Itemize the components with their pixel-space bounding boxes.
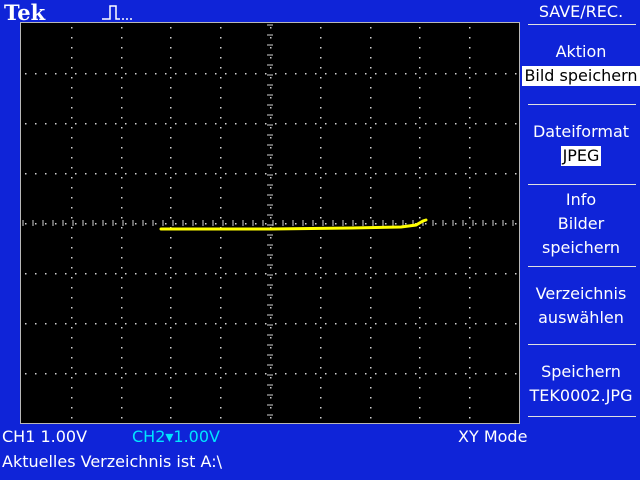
ch1-scale-readout: CH1 1.00V xyxy=(2,427,88,446)
info-line-1: Info xyxy=(565,190,597,209)
menu-item-verzeichnis-auswaehlen[interactable]: Verzeichnis auswählen xyxy=(522,282,640,330)
xy-trace xyxy=(159,218,428,231)
menu-divider xyxy=(528,344,636,345)
aktion-label: Aktion xyxy=(555,42,607,61)
menu-item-info-bilder-speichern[interactable]: Info Bilder speichern xyxy=(522,188,640,260)
menu-item-aktion[interactable]: Aktion Bild speichern xyxy=(522,40,640,88)
menu-divider xyxy=(528,416,636,417)
dateiformat-value: JPEG xyxy=(560,146,602,166)
menu-divider xyxy=(528,266,636,267)
menu-title: SAVE/REC. xyxy=(538,2,624,21)
speichern-line-2: TEK0002.JPG xyxy=(529,386,633,405)
side-menu: SAVE/REC. Aktion Bild speichern Dateifor… xyxy=(522,0,640,424)
dateiformat-label: Dateiformat xyxy=(532,122,630,141)
verzeichnis-line-2: auswählen xyxy=(538,308,624,327)
status-message: Aktuelles Verzeichnis ist A:\ xyxy=(2,452,222,471)
menu-divider xyxy=(528,24,636,25)
menu-divider xyxy=(528,104,636,105)
brand-logo: Tek xyxy=(4,0,46,25)
speichern-line-1: Speichern xyxy=(541,362,621,381)
ch2-scale-readout: CH2▾1.00V xyxy=(132,427,220,446)
menu-item-speichern[interactable]: Speichern TEK0002.JPG xyxy=(522,360,640,408)
graticule xyxy=(22,24,517,419)
aktion-value: Bild speichern xyxy=(522,66,640,86)
menu-item-dateiformat[interactable]: Dateiformat JPEG xyxy=(522,120,640,168)
info-line-2: Bilder xyxy=(557,214,605,233)
oscilloscope-display xyxy=(20,22,520,424)
trigger-waveform-icon xyxy=(102,5,132,20)
xy-mode-indicator: XY Mode xyxy=(458,427,528,446)
menu-divider xyxy=(528,184,636,185)
verzeichnis-line-1: Verzeichnis xyxy=(535,284,627,303)
info-line-3: speichern xyxy=(542,238,620,257)
